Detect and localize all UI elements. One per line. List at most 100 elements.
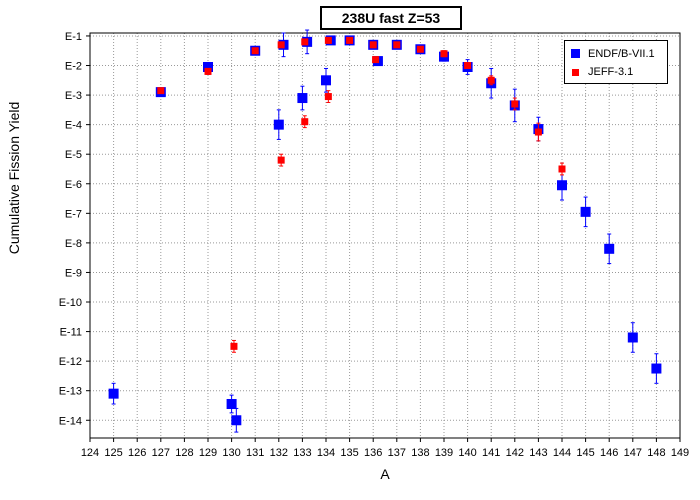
data-marker — [231, 415, 242, 426]
data-marker — [372, 56, 380, 64]
x-tick-label: 141 — [482, 447, 500, 459]
data-marker — [277, 156, 285, 164]
endf-data-point — [580, 196, 591, 228]
jeff-data-point — [301, 115, 309, 129]
x-tick-label: 132 — [270, 447, 288, 459]
x-tick-label: 139 — [435, 447, 453, 459]
jeff-data-point — [230, 339, 238, 353]
jeff-data-point — [204, 67, 212, 75]
data-marker — [440, 50, 448, 58]
axes: 124 125 126 127 128 129 130 131 132 133 134 135 136 1… — [59, 31, 689, 459]
y-axis-label-text: Cumulative Fission Yield — [6, 101, 22, 255]
legend-label-endf: ENDF/B-VII.1 — [588, 48, 655, 60]
x-tick-label: 129 — [199, 447, 217, 459]
y-tick-label: E-7 — [65, 208, 82, 220]
jeff-data-point — [277, 153, 285, 167]
data-marker — [273, 119, 284, 130]
x-tick-label: 131 — [246, 447, 264, 459]
data-marker — [464, 62, 472, 70]
data-marker — [558, 165, 566, 173]
grid-lines — [90, 33, 680, 438]
legend-label-jeff: JEFF-3.1 — [588, 66, 634, 78]
data-marker — [627, 332, 638, 343]
x-tick-label: 133 — [293, 447, 311, 459]
endf-data-point — [108, 382, 119, 405]
jeff-data-point — [440, 50, 448, 58]
endf-data-point — [321, 67, 331, 93]
endf-data-point — [651, 353, 662, 384]
x-tick-label: 146 — [600, 447, 618, 459]
jeff-data-point — [558, 162, 566, 176]
x-axis-label: A — [380, 466, 390, 482]
x-tick-label: 128 — [175, 447, 193, 459]
x-tick-label: 134 — [317, 447, 335, 459]
data-marker — [557, 180, 567, 191]
data-marker — [277, 41, 285, 49]
data-points — [108, 29, 662, 433]
x-tick-label: 143 — [529, 447, 547, 459]
endf-data-point — [231, 407, 242, 433]
legend-swatch-endf — [571, 49, 580, 58]
x-tick-label: 147 — [624, 447, 642, 459]
endf-data-point — [226, 394, 237, 414]
jeff-data-point — [393, 41, 401, 49]
jeff-data-point — [346, 36, 354, 44]
data-marker — [321, 75, 331, 86]
x-tick-label: 137 — [388, 447, 406, 459]
plot-frame — [89, 32, 681, 439]
legend-item-jeff: JEFF-3.1 — [571, 65, 633, 79]
data-marker — [487, 76, 495, 84]
x-tick-label: 145 — [576, 447, 594, 459]
x-tick-label: 125 — [104, 447, 122, 459]
jeff-data-point — [464, 62, 472, 70]
jeff-data-point — [534, 122, 542, 142]
x-tick-label: 140 — [458, 447, 476, 459]
jeff-data-point — [157, 87, 165, 95]
data-marker — [108, 388, 119, 399]
x-tick-label: 124 — [81, 447, 99, 459]
jeff-data-point — [301, 38, 309, 46]
y-tick-label: E-11 — [60, 327, 82, 339]
legend-swatch-jeff — [572, 69, 579, 76]
data-marker — [534, 128, 542, 136]
jeff-data-point — [369, 41, 377, 49]
y-tick-label: E-2 — [65, 61, 82, 73]
x-tick-label: 149 — [671, 447, 689, 459]
jeff-data-point — [487, 75, 495, 86]
chart-title: 238U fast Z=53 — [320, 6, 462, 30]
legend: ENDF/B-VII.1 JEFF-3.1 — [564, 40, 668, 84]
data-marker — [301, 118, 309, 126]
data-marker — [251, 47, 259, 55]
y-tick-label: E-9 — [65, 267, 82, 279]
endf-data-point — [604, 233, 615, 265]
endf-data-point — [627, 322, 638, 353]
x-tick-label: 126 — [128, 447, 146, 459]
data-marker — [301, 38, 309, 46]
data-marker — [157, 87, 165, 95]
data-marker — [416, 45, 424, 53]
data-marker — [226, 399, 237, 410]
data-marker — [651, 363, 662, 374]
data-marker — [297, 93, 308, 104]
x-tick-label: 138 — [411, 447, 429, 459]
data-marker — [204, 67, 212, 75]
endf-data-point — [297, 85, 308, 111]
x-tick-label: 142 — [506, 447, 524, 459]
y-tick-label: E-4 — [65, 120, 82, 132]
data-marker — [203, 61, 213, 72]
x-tick-label: 127 — [152, 447, 170, 459]
jeff-data-point — [324, 36, 332, 44]
jeff-data-point — [277, 41, 285, 49]
y-tick-label: E-3 — [65, 90, 82, 102]
data-marker — [324, 93, 332, 101]
data-marker — [230, 342, 238, 350]
data-marker — [324, 36, 332, 44]
data-marker — [580, 206, 591, 217]
y-tick-label: E-14 — [59, 415, 82, 427]
y-tick-label: E-8 — [65, 238, 82, 250]
y-tick-label: E-1 — [65, 31, 82, 43]
x-tick-label: 144 — [553, 447, 571, 459]
x-tick-label: 148 — [647, 447, 665, 459]
x-tick-label: 135 — [340, 447, 358, 459]
